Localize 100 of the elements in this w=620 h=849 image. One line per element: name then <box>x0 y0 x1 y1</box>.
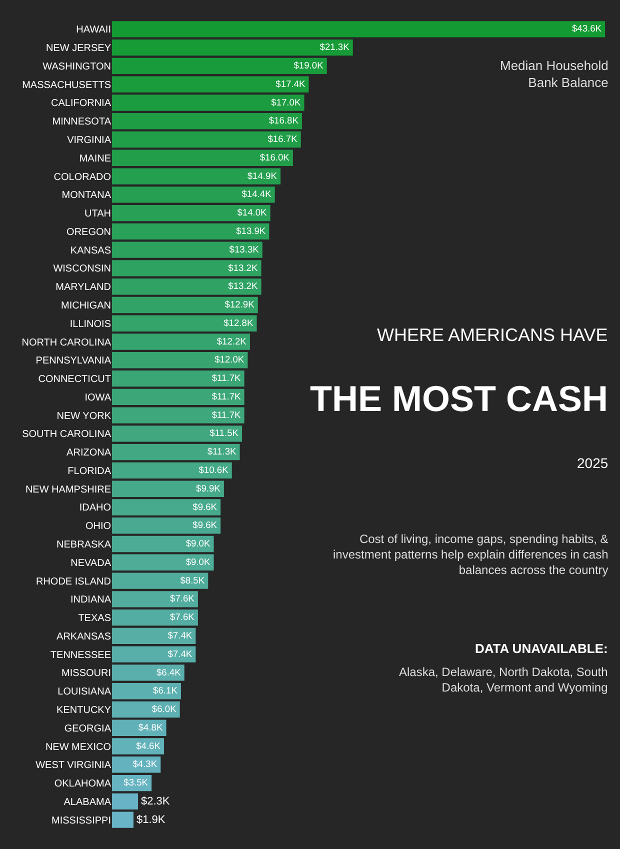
text: THE MOST CASH <box>310 378 608 419</box>
data-label: $9.6K <box>192 520 218 530</box>
data-label: $9.0K <box>186 556 211 567</box>
bar <box>112 812 134 828</box>
bar <box>112 278 262 295</box>
annotation: 2025 <box>577 455 608 471</box>
data-label: $13.3K <box>229 244 260 254</box>
y-tick-label: UTAH <box>84 208 111 220</box>
data-label: $13.2K <box>228 281 258 292</box>
data-label: $7.4K <box>168 648 193 659</box>
data-label: $14.4K <box>242 189 272 200</box>
y-tick-label: FLORIDA <box>68 466 112 477</box>
bar <box>112 131 301 148</box>
data-label: $9.6K <box>192 502 218 512</box>
bar <box>112 223 270 240</box>
bar <box>112 664 184 681</box>
data-label: $11.5K <box>210 428 240 438</box>
y-tick-label: NEVADA <box>70 558 112 569</box>
data-label: $3.5K <box>124 778 149 788</box>
data-label: $11.7K <box>212 391 242 402</box>
bar <box>112 793 138 810</box>
y-tick-label: MINNESOTA <box>52 116 112 128</box>
annotation: Cost of living, income gaps, spending habits, & investment patterns help explain differences in cash balances across the country <box>333 532 608 578</box>
bar <box>112 352 248 368</box>
data-label: $16.8K <box>268 116 300 126</box>
data-label: $17.0K <box>271 97 302 108</box>
bar <box>112 94 304 111</box>
y-tick-label: OREGON <box>66 226 111 238</box>
y-tick-label: IOWA <box>84 392 112 404</box>
annotation: Alaska, Delaware, North Dakota, South Dakota, Vermont and Wyoming <box>399 665 608 695</box>
data-label: $12.8K <box>224 318 254 328</box>
y-tick-label: MAINE <box>79 153 112 164</box>
y-tick-label: OHIO <box>85 521 112 532</box>
y-tick-label: WEST VIRGINIA <box>36 760 112 772</box>
bar <box>112 407 244 424</box>
bar <box>112 242 262 258</box>
data-label: $12.0K <box>214 354 245 365</box>
annotation: DATA UNAVAILABLE: <box>475 641 608 656</box>
bar <box>112 554 214 570</box>
bar <box>112 683 181 700</box>
data-label: $6.0K <box>152 704 178 714</box>
y-tick-label: MISSOURI <box>62 668 111 680</box>
bar <box>112 21 606 38</box>
y-tick-label: RHODE ISLAND <box>36 576 111 588</box>
y-tick-label: GEORGIA <box>64 723 112 734</box>
y-tick-label: VIRGINIA <box>67 135 112 146</box>
bar <box>112 646 196 662</box>
y-tick-label: INDIANA <box>70 594 112 606</box>
data-label: $7.6K <box>170 612 196 622</box>
bar <box>112 499 221 516</box>
y-tick-label: NEBRASKA <box>56 540 112 551</box>
y-tick-label: ILLINOIS <box>70 318 112 330</box>
data-label: $9.0K <box>186 538 211 549</box>
data-label: $9.9K <box>196 483 222 494</box>
y-tick-label: ALABAMA <box>64 796 112 808</box>
bar <box>112 572 208 589</box>
y-tick-label: SOUTH CAROLINA <box>22 429 112 440</box>
bar <box>112 738 164 754</box>
data-label: $8.5K <box>180 575 206 586</box>
y-tick-label: PENNSYLVANIA <box>36 356 112 367</box>
bar <box>112 204 270 222</box>
y-tick-label: HAWAII <box>76 24 111 36</box>
bar <box>112 76 309 92</box>
bar <box>112 39 353 56</box>
y-tick-label: MASSACHUSETTS <box>22 80 112 91</box>
bar <box>112 518 221 534</box>
data-label: $1.9K <box>136 814 166 826</box>
data-label: $16.0K <box>260 152 290 162</box>
data-label: $13.2K <box>228 262 258 273</box>
bar <box>112 480 224 497</box>
data-label: $43.6K <box>572 24 602 34</box>
data-label: $4.6K <box>136 740 162 751</box>
bar <box>112 296 258 314</box>
data-label: $11.7K <box>212 410 242 420</box>
y-tick-label: NEW YORK <box>56 410 112 422</box>
y-tick-label: NEW MEXICO <box>45 742 112 753</box>
data-label: $6.1K <box>153 686 178 696</box>
y-tick-label: TENNESSEE <box>50 650 112 661</box>
y-tick-label: COLORADO <box>54 172 112 183</box>
text: WHERE AMERICANS HAVE <box>377 325 608 345</box>
y-tick-label: NORTH CAROLINA <box>22 337 112 348</box>
bar <box>112 58 327 74</box>
data-label: $4.3K <box>132 759 158 770</box>
data-label: $4.8K <box>138 722 164 732</box>
y-tick-label: MICHIGAN <box>61 300 111 312</box>
data-label: $17.4K <box>276 78 306 89</box>
bar <box>112 444 240 460</box>
bar <box>112 426 242 442</box>
y-tick-label: MARYLAND <box>56 282 111 294</box>
y-tick-label: CALIFORNIA <box>50 98 112 110</box>
bar <box>112 113 302 130</box>
y-tick-label: WISCONSIN <box>53 264 111 275</box>
y-tick-label: ARIZONA <box>66 448 112 459</box>
y-tick-label: KENTUCKY <box>56 704 112 716</box>
y-tick-label: NEW HAMPSHIRE <box>25 484 112 496</box>
data-label: $21.3K <box>320 42 350 52</box>
data-label: $10.6K <box>198 465 230 476</box>
bar <box>112 168 280 184</box>
data-label: $2.3K <box>141 795 170 808</box>
y-tick-label: ARKANSAS <box>56 631 112 642</box>
